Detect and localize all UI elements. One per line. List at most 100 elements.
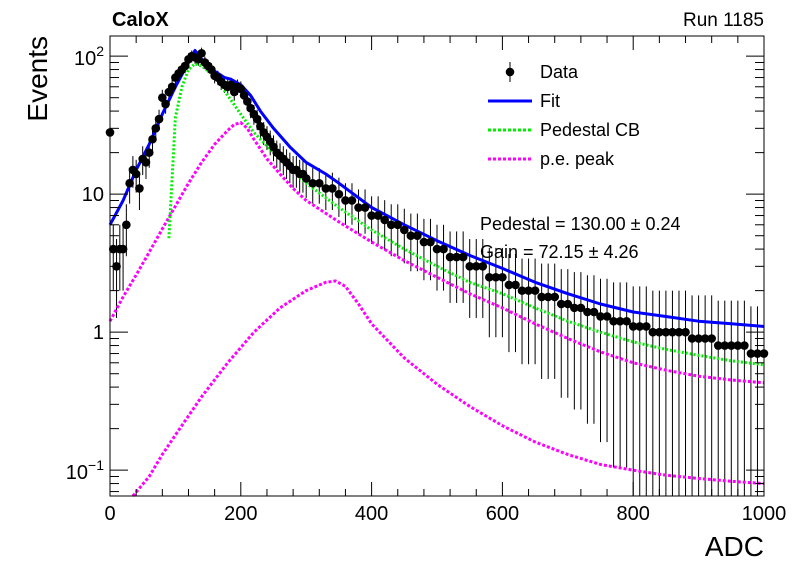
pe-peak-2-curve	[131, 279, 765, 497]
data-point	[641, 322, 651, 331]
x-tick-label: 800	[617, 503, 650, 525]
data-point	[301, 174, 311, 183]
data-point	[550, 292, 560, 302]
data-point	[151, 124, 161, 133]
legend-marker	[505, 67, 515, 77]
data-point	[373, 211, 383, 220]
legend-label: Fit	[540, 91, 560, 111]
data-point	[596, 312, 605, 321]
legend-label: p.e. peak	[540, 149, 615, 169]
data-point	[668, 327, 677, 337]
data-point	[135, 184, 144, 193]
data-point	[226, 80, 236, 90]
data-points	[105, 48, 769, 358]
legend-label: Data	[540, 62, 579, 82]
experiment-label: CaloX	[112, 9, 169, 31]
data-point	[570, 303, 579, 313]
data-point	[308, 178, 318, 188]
data-point	[406, 231, 416, 241]
data-point	[727, 341, 736, 350]
data-point	[609, 316, 618, 326]
data-point	[524, 286, 533, 295]
data-point	[700, 334, 710, 343]
data-point	[360, 203, 370, 212]
curves	[108, 49, 765, 497]
x-tick-label: 200	[224, 503, 257, 525]
data-point	[635, 322, 645, 331]
data-point	[314, 178, 324, 188]
run-label: Run 1185	[683, 10, 764, 31]
data-point	[125, 178, 134, 188]
data-point	[707, 334, 716, 343]
data-point	[413, 231, 422, 241]
data-point	[504, 280, 514, 290]
data-point	[661, 327, 671, 337]
data-point	[197, 48, 206, 58]
legend: Data Fit Pedestal CB p.e. peak	[488, 62, 640, 169]
data-point	[655, 327, 664, 337]
data-point	[740, 341, 749, 350]
x-axis-label: ADC	[705, 531, 764, 562]
data-point	[341, 196, 350, 205]
data-point	[517, 286, 527, 295]
data-point	[161, 99, 170, 109]
fit-curve	[108, 49, 765, 328]
data-point	[491, 272, 501, 282]
data-point	[628, 322, 638, 331]
data-point	[681, 327, 690, 337]
data-point	[622, 316, 631, 326]
legend-label: Pedestal CB	[540, 120, 640, 140]
data-point	[243, 97, 252, 106]
y-axis-label: Events	[22, 36, 53, 122]
data-point	[321, 184, 331, 193]
data-point	[687, 334, 697, 343]
data-point	[144, 148, 154, 157]
data-point	[154, 114, 164, 124]
data-point	[713, 341, 723, 350]
data-point	[720, 341, 730, 350]
data-point	[733, 341, 743, 350]
data-point	[207, 65, 216, 74]
y-tick-label: 10−1	[66, 457, 104, 484]
data-point	[563, 299, 573, 309]
data-point	[426, 237, 435, 247]
axes: 0 200 400 600 800 1000 102 10 1 10−1	[66, 36, 786, 525]
y-tick-label: 102	[74, 43, 104, 70]
data-point	[131, 169, 141, 179]
data-point	[589, 307, 599, 317]
data-point	[393, 220, 403, 230]
data-point	[334, 189, 344, 199]
fit-annotations: Pedestal = 130.00 ± 0.24 Gain = 72.15 ± 4…	[480, 214, 681, 262]
data-point	[141, 158, 151, 167]
data-point	[347, 196, 357, 205]
y-tick-label: 1	[93, 322, 104, 344]
data-point	[354, 203, 363, 212]
data-point	[118, 244, 128, 254]
data-point	[432, 244, 442, 254]
data-point	[576, 303, 586, 313]
data-point	[445, 252, 455, 262]
data-point	[530, 286, 540, 295]
x-tick-label: 0	[104, 503, 115, 525]
data-point	[674, 327, 684, 337]
data-point	[386, 220, 396, 230]
data-point	[511, 280, 520, 290]
data-point	[465, 262, 475, 271]
pe-peak-1-curve	[108, 121, 765, 385]
x-tick-label: 1000	[742, 503, 787, 525]
data-point	[400, 225, 409, 235]
data-point	[471, 262, 481, 271]
x-tick-label: 600	[486, 503, 519, 525]
data-point	[556, 299, 566, 309]
data-point	[458, 252, 468, 262]
data-point	[122, 220, 131, 230]
data-point	[236, 84, 246, 94]
data-point	[694, 334, 703, 343]
pedestal-cb-curve	[167, 62, 765, 367]
data-point	[543, 292, 553, 302]
data-point	[648, 327, 658, 337]
fit-annotation: Pedestal = 130.00 ± 0.24	[480, 214, 681, 234]
data-point	[485, 272, 494, 282]
fit-annotation: Gain = 72.15 ± 4.26	[480, 242, 639, 262]
